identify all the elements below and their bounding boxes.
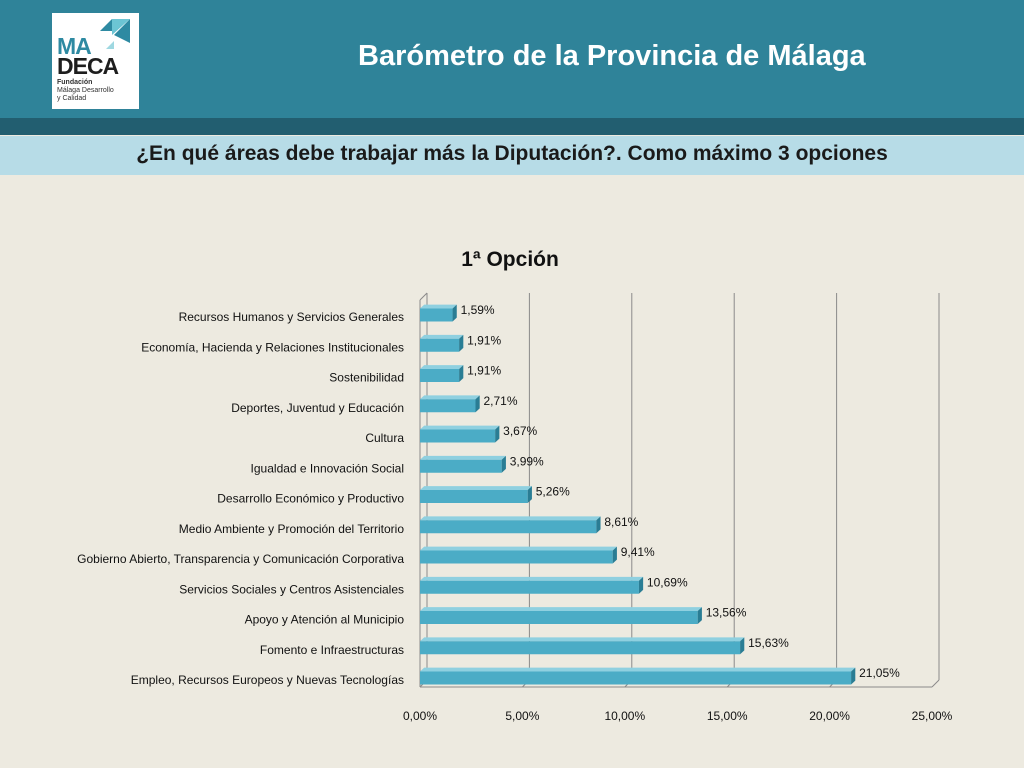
page-title: Barómetro de la Provincia de Málaga xyxy=(358,40,866,72)
data-label: 5,26% xyxy=(536,485,570,499)
bar-top xyxy=(420,516,601,521)
category-label: Medio Ambiente y Promoción del Territori… xyxy=(179,522,405,536)
bar-top xyxy=(420,334,464,339)
header-band xyxy=(0,118,1024,135)
data-label: 3,67% xyxy=(503,424,537,438)
data-label: 2,71% xyxy=(484,394,518,408)
bar-top xyxy=(420,365,464,369)
bar xyxy=(420,580,639,594)
data-label: 21,05% xyxy=(859,666,900,680)
bar-end xyxy=(459,334,464,352)
chart-title: 1ª Opción xyxy=(461,248,559,271)
category-label: Cultura xyxy=(365,431,404,445)
bar-end xyxy=(452,304,457,322)
bar xyxy=(420,520,597,534)
category-label: Deportes, Juventud y Educación xyxy=(231,401,404,415)
bar-top xyxy=(420,637,745,642)
bar xyxy=(420,611,698,624)
category-label: Apoyo y Atención al Municipio xyxy=(245,613,405,627)
x-tick-label: 5,00% xyxy=(505,709,539,723)
bar-end xyxy=(475,395,480,413)
bar-end xyxy=(638,576,644,594)
bar xyxy=(420,399,476,413)
bar-end xyxy=(501,455,506,473)
x-tick-label: 15,00% xyxy=(707,709,748,723)
x-tick-label: 0,00% xyxy=(403,709,437,723)
data-label: 13,56% xyxy=(706,606,747,620)
bar xyxy=(420,338,460,352)
bar-end xyxy=(851,667,856,685)
logo-shapes xyxy=(100,19,130,49)
floor-line xyxy=(931,679,940,688)
bar-end xyxy=(459,365,464,382)
category-label: Sostenibilidad xyxy=(329,371,404,385)
bar xyxy=(420,490,528,503)
logo-text-ma: MA xyxy=(57,33,92,59)
category-label: Servicios Sociales y Centros Asistencial… xyxy=(179,582,404,596)
bar-top xyxy=(420,425,500,430)
madeca-logo: MA DECA Fundación Málaga Desarrollo y Ca… xyxy=(52,13,139,109)
bar-end xyxy=(596,516,601,534)
logo-tagline: Fundación Málaga Desarrollo y Calidad xyxy=(57,79,137,103)
bar xyxy=(420,641,741,655)
x-tick-label: 10,00% xyxy=(604,709,645,723)
category-label: Recursos Humanos y Servicios Generales xyxy=(179,310,404,324)
bar-end xyxy=(495,425,500,443)
question-bar: ¿En qué áreas debe trabajar más la Diput… xyxy=(0,136,1024,175)
bar-end xyxy=(527,486,532,503)
category-label: Fomento e Infraestructuras xyxy=(260,643,404,657)
side-wall-top xyxy=(419,292,428,301)
data-label: 3,99% xyxy=(510,454,544,468)
bar-top xyxy=(420,546,617,551)
bar xyxy=(420,308,453,322)
logo-tagline-3: y Calidad xyxy=(57,95,87,102)
bar-top xyxy=(420,304,457,309)
category-label: Gobierno Abierto, Transparencia y Comuni… xyxy=(77,552,404,566)
bar-top xyxy=(420,455,506,460)
bar-end xyxy=(740,637,745,655)
data-label: 8,61% xyxy=(604,515,638,529)
bar-top xyxy=(420,607,702,611)
question-text: ¿En qué áreas debe trabajar más la Diput… xyxy=(136,142,888,165)
data-label: 1,59% xyxy=(461,303,495,317)
category-label: Igualdad e Innovación Social xyxy=(251,461,404,475)
bar-end xyxy=(612,546,617,564)
data-label: 1,91% xyxy=(467,333,501,347)
bar-top xyxy=(420,667,856,672)
bar-top xyxy=(420,486,532,490)
bar xyxy=(420,459,502,473)
logo-tagline-2: Málaga Desarrollo xyxy=(57,87,114,94)
bar xyxy=(420,550,613,564)
bar-top xyxy=(420,395,480,400)
logo-text-deca: DECA xyxy=(57,53,119,79)
data-label: 9,41% xyxy=(621,545,655,559)
bar-chart: 1ª Opción 0,00% 5,00% 10,00% 15,00% 20,00% 25,… xyxy=(77,248,953,723)
data-label: 10,69% xyxy=(647,575,688,589)
bar xyxy=(420,429,496,443)
category-label: Empleo, Recursos Europeos y Nuevas Tecno… xyxy=(131,673,404,687)
category-label: Economía, Hacienda y Relaciones Instituc… xyxy=(141,340,404,354)
bar xyxy=(420,369,460,382)
x-tick-label: 25,00% xyxy=(912,709,953,723)
data-label: 1,91% xyxy=(467,364,501,378)
bar-end xyxy=(697,607,702,624)
header-bar xyxy=(0,0,1024,118)
logo-tagline-1: Fundación xyxy=(57,79,93,86)
bar-top xyxy=(420,576,644,581)
data-label: 15,63% xyxy=(748,636,789,650)
bar xyxy=(420,671,852,685)
category-label: Desarrollo Económico y Productivo xyxy=(217,492,404,506)
x-tick-label: 20,00% xyxy=(809,709,850,723)
